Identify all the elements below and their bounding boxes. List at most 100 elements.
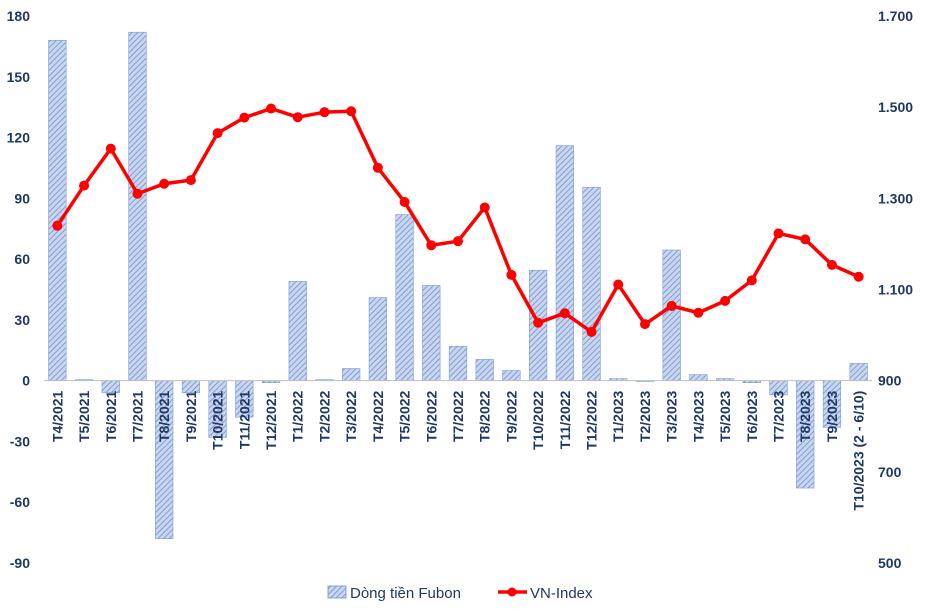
right-tick-label: 700 bbox=[878, 464, 902, 480]
vnindex-point bbox=[239, 112, 250, 123]
vnindex-point bbox=[773, 228, 784, 239]
bar-fubon bbox=[368, 297, 387, 381]
vnindex-point bbox=[746, 275, 757, 286]
x-tick-label: T9/2021 bbox=[183, 390, 199, 442]
left-tick-label: 150 bbox=[7, 69, 31, 85]
vnindex-line bbox=[55, 106, 860, 334]
x-tick-label: T6/2023 bbox=[744, 390, 760, 442]
bar-fubon bbox=[662, 249, 681, 381]
x-tick-label: T4/2022 bbox=[370, 390, 386, 442]
bar-fubon bbox=[849, 363, 868, 381]
x-tick-label: T1/2022 bbox=[290, 390, 306, 442]
vnindex-point bbox=[185, 175, 196, 186]
x-tick-label: T8/2021 bbox=[156, 390, 172, 442]
vnindex-point bbox=[693, 307, 704, 318]
vnindex-point bbox=[800, 234, 811, 245]
vnindex-point bbox=[479, 202, 490, 213]
left-tick-label: 30 bbox=[14, 312, 30, 328]
right-axis: 1.700 1.500 1.300 1.100 900 700 500 bbox=[878, 8, 913, 571]
bar-fubon bbox=[128, 31, 147, 381]
vnindex-point bbox=[105, 143, 116, 154]
x-axis-labels: T4/2021 T5/2021 T6/2021 T7/2021 T8/2021 T9/20… bbox=[49, 390, 866, 510]
x-tick-label: T5/2023 bbox=[717, 390, 733, 442]
x-tick-label: T9/2023 bbox=[824, 390, 840, 442]
bar-fubon bbox=[395, 214, 414, 381]
left-tick-label: 90 bbox=[14, 190, 30, 206]
bar-fubon bbox=[288, 281, 307, 381]
vnindex-point bbox=[346, 106, 357, 117]
bar-fubon bbox=[555, 145, 574, 381]
x-tick-label: T3/2023 bbox=[664, 390, 680, 442]
x-tick-label: T7/2022 bbox=[450, 390, 466, 442]
vnindex-point bbox=[613, 279, 624, 290]
right-tick-label: 900 bbox=[878, 373, 902, 389]
left-tick-label: 180 bbox=[7, 8, 31, 24]
vnindex-point bbox=[506, 269, 517, 280]
x-tick-label: T1/2023 bbox=[610, 390, 626, 442]
vnindex-series bbox=[52, 103, 864, 337]
vnindex-point bbox=[266, 103, 277, 114]
left-tick-label: 120 bbox=[7, 130, 31, 146]
vnindex-point bbox=[426, 240, 437, 251]
left-tick-label: 60 bbox=[14, 251, 30, 267]
bar-fubon bbox=[48, 40, 67, 381]
bar-fubon bbox=[422, 285, 441, 381]
vnindex-point bbox=[52, 220, 63, 231]
x-tick-label: T3/2022 bbox=[343, 390, 359, 442]
x-tick-label: T12/2021 bbox=[263, 390, 279, 449]
vnindex-point bbox=[319, 107, 330, 118]
vnindex-point bbox=[639, 319, 650, 330]
left-tick-label: -90 bbox=[10, 555, 30, 571]
x-tick-label: T4/2021 bbox=[49, 390, 65, 442]
vnindex-point bbox=[79, 180, 90, 191]
vnindex-point bbox=[453, 236, 463, 247]
x-tick-label: T2/2023 bbox=[637, 390, 653, 442]
vnindex-point bbox=[159, 178, 170, 189]
legend-label-vnindex: VN-Index bbox=[530, 585, 593, 602]
vnindex-point bbox=[372, 162, 383, 173]
vnindex-point bbox=[212, 128, 223, 139]
x-tick-label: T6/2021 bbox=[103, 390, 119, 442]
legend-swatch-fubon bbox=[327, 585, 347, 599]
left-tick-label: 0 bbox=[22, 373, 30, 389]
right-tick-label: 1.300 bbox=[878, 190, 913, 206]
x-tick-label: T10/2022 bbox=[530, 390, 546, 449]
x-tick-label: T5/2021 bbox=[76, 390, 92, 442]
vnindex-point bbox=[720, 295, 731, 306]
left-tick-label: -60 bbox=[10, 494, 30, 510]
x-tick-label: T11/2022 bbox=[557, 390, 573, 449]
left-tick-label: -30 bbox=[10, 433, 30, 449]
x-tick-label: T7/2021 bbox=[129, 390, 145, 442]
bar-fubon bbox=[502, 370, 521, 381]
bar-fubon bbox=[475, 359, 494, 381]
right-tick-label: 1.700 bbox=[878, 8, 913, 24]
legend-marker-vnindex bbox=[507, 587, 517, 597]
vnindex-point bbox=[853, 271, 864, 282]
vnindex-point bbox=[559, 308, 570, 319]
x-tick-label: T4/2023 bbox=[690, 390, 706, 442]
x-tick-label: T8/2022 bbox=[477, 390, 493, 442]
vnindex-point bbox=[292, 112, 303, 123]
x-tick-label: T8/2023 bbox=[797, 390, 813, 442]
x-tick-label: T11/2021 bbox=[236, 390, 252, 449]
x-tick-label: T12/2022 bbox=[584, 390, 600, 449]
left-axis: 180 150 120 90 60 30 0 -30 -60 -90 bbox=[7, 8, 31, 571]
x-tick-label: T9/2022 bbox=[503, 390, 519, 442]
x-tick-label: T2/2022 bbox=[316, 390, 332, 442]
bar-fubon bbox=[342, 368, 361, 381]
vnindex-point bbox=[132, 188, 143, 199]
x-tick-label: T6/2022 bbox=[423, 390, 439, 442]
bar-fubon bbox=[582, 186, 601, 381]
bar-fubon bbox=[448, 345, 468, 381]
x-tick-label: T7/2023 bbox=[771, 390, 787, 442]
bar-fubon bbox=[689, 374, 708, 381]
vnindex-point bbox=[586, 326, 597, 337]
legend: Dòng tiền Fubon VN-Index bbox=[327, 585, 593, 602]
right-tick-label: 1.500 bbox=[878, 99, 913, 115]
legend-label-fubon: Dòng tiền Fubon bbox=[350, 585, 461, 602]
right-tick-label: 500 bbox=[878, 555, 902, 571]
vnindex-point bbox=[666, 300, 677, 311]
vnindex-point bbox=[826, 259, 837, 270]
x-tick-label: T10/2023 (2 - 6/10) bbox=[851, 391, 867, 511]
